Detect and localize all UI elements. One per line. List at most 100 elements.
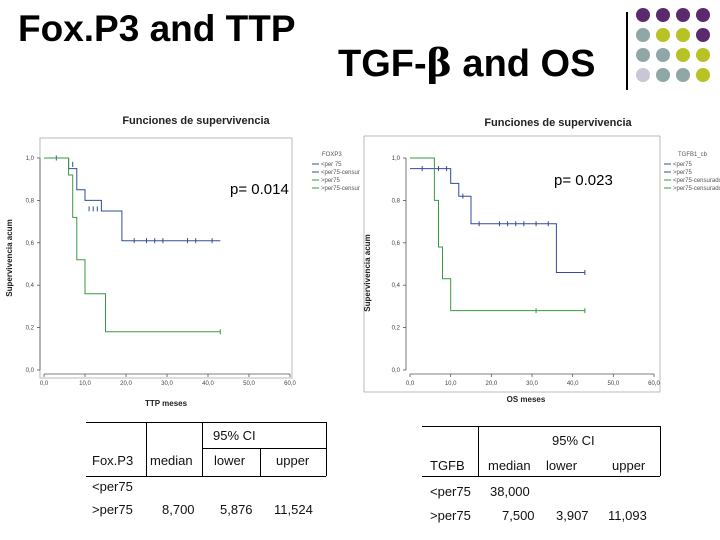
y-axis-label: Supervivencia acum [363,234,372,311]
row-label: >per75 [430,508,471,523]
table-rule [260,448,261,476]
y-tick-label: 0,2 [26,326,35,332]
row-upper: 11,093 [608,508,647,523]
table-rule [422,476,660,477]
ci-header: 95% CI [552,433,595,448]
decorative-dot [696,48,710,62]
col-upper: upper [612,458,646,473]
x-tick-label: 30,0 [161,381,173,387]
row-label: <per75 [430,484,471,499]
x-tick-label: 0,0 [406,381,415,387]
col-lower: lower [214,453,246,468]
row-lower: 5,876 [220,502,253,517]
x-axis-label: TTP meses [145,399,188,408]
y-tick-label: 1,0 [392,156,401,162]
row-median: 8,700 [162,502,195,517]
col-label: Fox.P3 [92,453,134,468]
decorative-dot [676,28,690,42]
y-tick-label: 0,8 [26,198,35,204]
km-chart-ttp: Funciones de supervivencia TTP meses Sup… [0,108,360,410]
row-median: 7,500 [502,508,535,523]
legend-entry: <per75 [673,162,693,168]
x-tick-label: 50,0 [607,381,619,387]
km-chart-os-svg: Funciones de supervivencia OS meses Supe… [363,117,720,404]
legend: <per75 >per75 <per75-censurado >per75-censu… [664,162,720,192]
plot-area: 0,0 10,0 20,0 30,0 40,0 50,0 60,0 0,0 0,2 0,4 0,6 0… [26,155,296,387]
survival-curve [44,157,221,242]
y-tick-label: 0,6 [26,241,35,247]
title-divider [626,12,628,90]
legend-entry: <per75-censurado [673,178,720,184]
median-table-tgfb: 95% CI TGFB median lower upper <per75 38… [422,426,661,536]
legend-title: FOXP3 [322,152,342,158]
row-label: <per75 [92,479,133,494]
survival-curve [44,157,221,333]
p-value: p= 0.014 [230,181,289,198]
decorative-dot [696,68,710,82]
beta-symbol: β [426,40,452,85]
y-tick-label: 1,0 [26,156,35,162]
table-rule [86,476,326,477]
decorative-dot [656,28,670,42]
x-tick-label: 20,0 [120,381,132,387]
row-lower: 3,907 [556,508,589,523]
ci-header: 95% CI [213,428,256,443]
col-median: median [488,458,531,473]
x-tick-label: 10,0 [79,381,91,387]
chart-title: Funciones de supervivencia [122,115,270,127]
table-rule [86,422,326,423]
y-tick-label: 0,0 [392,368,401,374]
slide-title-right: TGF-β and OS [338,40,595,86]
x-axis-label: OS meses [507,395,546,404]
title-right-prefix: TGF- [338,43,427,85]
y-tick-label: 0,6 [392,241,401,247]
col-lower: lower [546,458,578,473]
y-axis-label: Supervivencia acum [5,219,14,296]
row-upper: 11,524 [274,502,313,517]
row-median: 38,000 [490,484,530,499]
decorative-dot [696,28,710,42]
decorative-dot [676,8,690,22]
chart-frame [39,137,293,379]
col-median: median [150,453,193,468]
legend: <per 75 <per75-censurado >per75 >per75-cens… [312,162,360,192]
decorative-dot [696,8,710,22]
y-tick-label: 0,4 [392,283,401,289]
table-rule [478,426,479,476]
decorative-dot [656,68,670,82]
legend-title: TGFB1_cb [678,152,708,158]
slide-title-left: Fox.P3 and TTP [18,8,296,49]
title-right-suffix: and OS [451,43,596,85]
decorative-dot-grid [636,8,716,88]
chart-frame [363,135,661,393]
y-tick-label: 0,2 [392,326,401,332]
decorative-dot [656,48,670,62]
table-rule [202,422,203,476]
km-chart-os: Funciones de supervivencia OS meses Supe… [360,108,720,410]
decorative-dot [636,28,650,42]
km-chart-ttp-svg: Funciones de supervivencia TTP meses Sup… [5,115,360,408]
table-rule [422,426,660,427]
plot-area: 0,0 10,0 20,0 30,0 40,0 50,0 60,0 0,0 0,2 0,4 0,6 0… [392,156,661,387]
y-tick-label: 0,0 [26,368,35,374]
table-rule [202,448,326,449]
decorative-dot [636,8,650,22]
legend-entry: >per75-censurado [321,186,360,192]
row-label: >per75 [92,502,133,517]
p-value: p= 0.023 [554,172,613,189]
x-tick-label: 20,0 [485,381,497,387]
legend-entry: <per75-censurado [321,170,360,176]
x-tick-label: 30,0 [526,381,538,387]
x-tick-label: 40,0 [567,381,579,387]
legend-entry: >per75 [673,170,693,176]
y-tick-label: 0,8 [392,198,401,204]
legend-entry: <per 75 [321,162,342,168]
x-tick-label: 10,0 [445,381,457,387]
legend-entry: >per75-censurado [673,186,720,192]
x-tick-label: 0,0 [40,381,49,387]
table-rule [660,426,661,476]
chart-title: Funciones de supervivencia [484,117,632,129]
x-tick-label: 40,0 [202,381,214,387]
x-tick-label: 50,0 [243,381,255,387]
median-table-foxp3: 95% CI Fox.P3 median lower upper <per75 … [86,422,327,532]
